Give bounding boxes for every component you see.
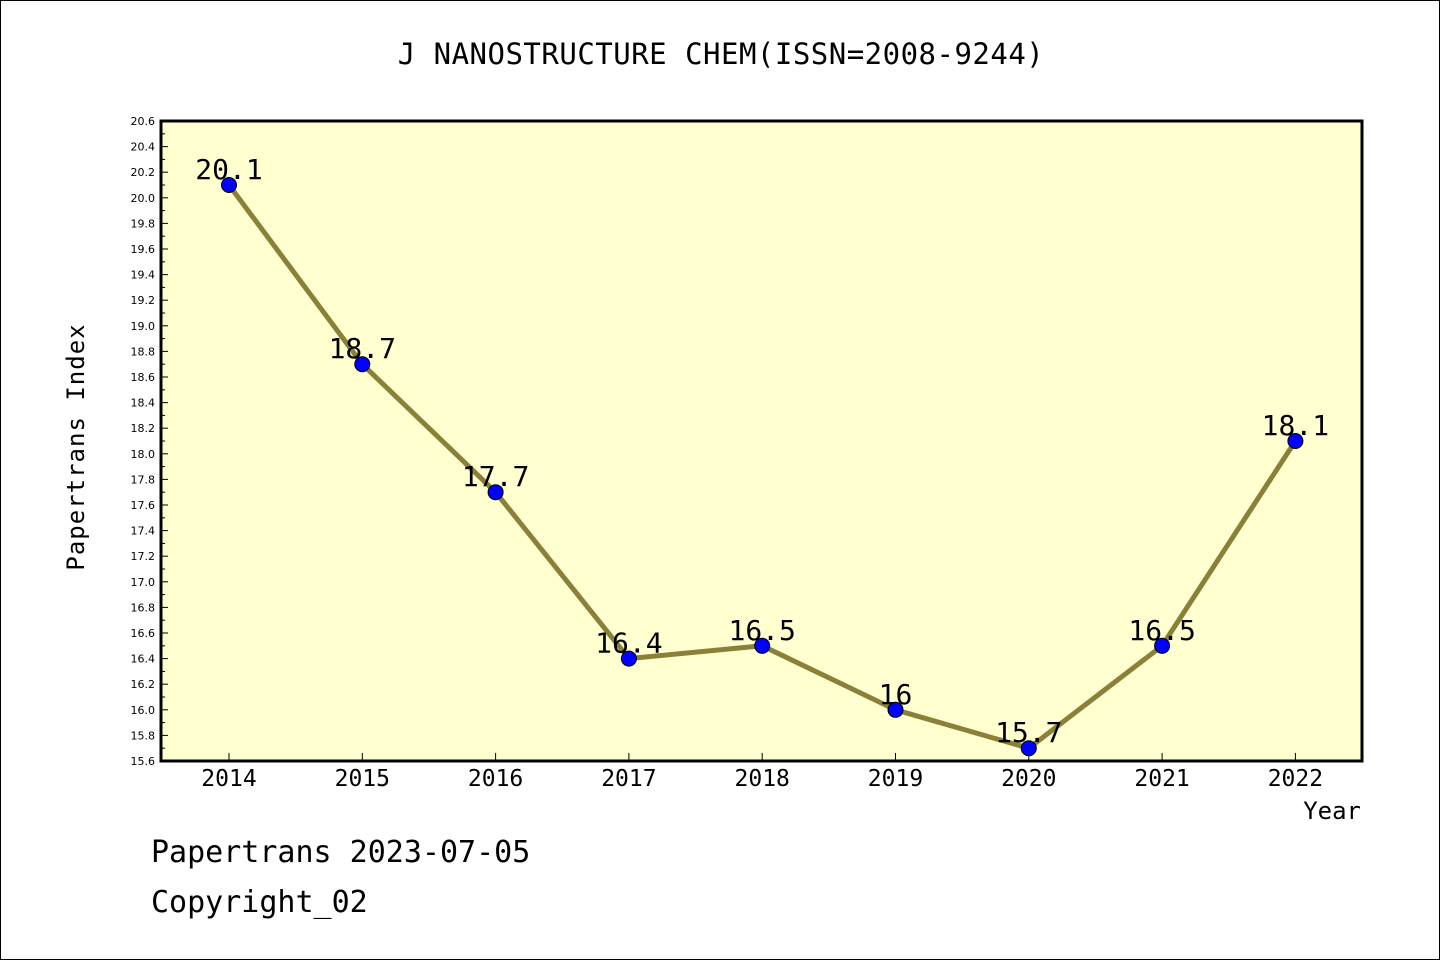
data-label: 20.1 [195, 153, 262, 186]
x-tick-label: 2015 [335, 766, 390, 792]
y-tick-label: 18.6 [131, 371, 156, 384]
x-tick-label: 2022 [1268, 766, 1323, 792]
x-tick-label: 2021 [1134, 766, 1189, 792]
data-point [1020, 740, 1037, 757]
data-labels: 20.1 18.7 17.7 16.4 16.5 16 15.7 16.5 18.1 [195, 153, 1329, 749]
y-tick-label: 17.0 [131, 576, 156, 589]
data-label: 16.5 [728, 614, 795, 647]
data-label: 17.7 [462, 460, 529, 493]
y-tick-label: 20.2 [131, 166, 156, 179]
data-label: 16.5 [1128, 614, 1195, 647]
data-point [354, 356, 371, 373]
x-axis-label: Year [1303, 797, 1361, 825]
y-tick-label: 16.6 [131, 627, 156, 640]
y-tick-label: 19.2 [131, 294, 156, 307]
x-tick-label: 2018 [735, 766, 790, 792]
y-tick-label: 20.0 [131, 192, 156, 205]
y-tick-label: 18.2 [131, 422, 156, 435]
y-tick-label: 16.2 [131, 678, 156, 691]
y-tick-label: 20.6 [131, 115, 156, 128]
y-tick-label: 17.2 [131, 550, 156, 563]
footer-copyright: Copyright_02 [151, 885, 368, 920]
series-markers [221, 177, 1304, 757]
data-point [487, 484, 504, 501]
plot-area [161, 121, 1362, 761]
data-point [754, 637, 771, 654]
x-axis: 2014 2015 2016 2017 2018 2019 2020 2021 2022 [201, 753, 1323, 792]
data-label: 18.7 [329, 332, 396, 365]
y-tick-label: 17.8 [131, 473, 156, 486]
chart-title: J NANOSTRUCTURE CHEM(ISSN=2008-9244) [397, 37, 1045, 71]
y-tick-label: 19.4 [131, 269, 156, 282]
y-tick-label: 16.4 [131, 653, 156, 666]
x-tick-label: 2017 [601, 766, 656, 792]
y-tick-label: 19.8 [131, 217, 156, 230]
y-tick-label: 16.0 [131, 704, 156, 717]
y-tick-label: 20.4 [131, 141, 156, 154]
data-label: 15.7 [995, 716, 1062, 749]
y-tick-label: 18.4 [131, 397, 156, 410]
x-tick-label: 2019 [868, 766, 923, 792]
plot-border [159, 119, 1364, 763]
data-label: 16 [879, 678, 913, 711]
x-tick-label: 2014 [201, 766, 256, 792]
x-tick-label: 2020 [1001, 766, 1056, 792]
data-point [1287, 433, 1304, 449]
y-tick-label: 18.8 [131, 345, 156, 358]
y-tick-label: 15.8 [131, 729, 156, 742]
y-tick-label: 15.6 [131, 755, 156, 768]
y-tick-label: 18.0 [131, 448, 156, 461]
y-tick-label: 17.6 [131, 499, 156, 512]
y-tick-label: 17.4 [131, 525, 156, 538]
data-point [1154, 637, 1171, 654]
y-tick-label: 19.6 [131, 243, 156, 256]
data-label: 18.1 [1262, 409, 1329, 442]
footer-date: Papertrans 2023-07-05 [151, 835, 531, 870]
data-label: 16.4 [595, 627, 662, 660]
data-point [221, 177, 237, 193]
y-tick-label: 19.0 [131, 320, 156, 333]
data-point [620, 650, 637, 667]
y-tick-label: 16.8 [131, 601, 156, 614]
y-axis: 15.6 15.8 16.0 16.2 16.4 16.6 16.8 17.0 17.2 17.4… [131, 115, 168, 768]
y-axis-label: Papertrans Index [62, 323, 90, 571]
data-point [887, 701, 904, 718]
x-tick-label: 2016 [468, 766, 523, 792]
